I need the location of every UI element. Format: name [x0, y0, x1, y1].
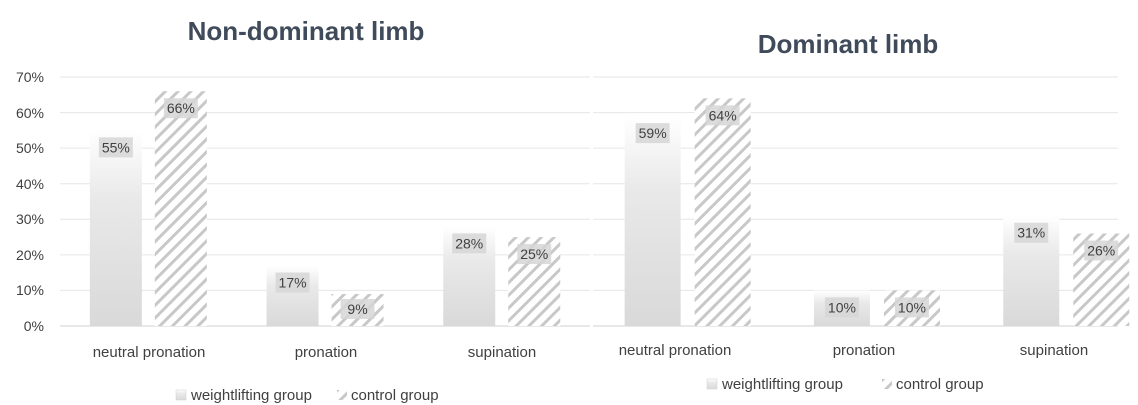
data-label-box [517, 244, 552, 265]
x-category-label: pronation [295, 344, 358, 361]
data-label-box [275, 272, 310, 293]
legend-swatch-control [337, 390, 347, 400]
chart-title: Non-dominant limb [188, 16, 425, 46]
legend: weightlifting group control group [175, 387, 439, 404]
bar-control [694, 98, 751, 326]
y-tick-label: 50% [16, 140, 44, 156]
data-label: 17% [279, 275, 307, 291]
data-label-box [340, 299, 375, 319]
legend-label: weightlifting group [190, 387, 312, 404]
x-category-label: supination [468, 344, 536, 361]
y-tick-label: 20% [16, 247, 44, 263]
y-tick-label: 40% [16, 176, 44, 192]
y-axis-ticks: 0% 10% 20% 30% 40% 50% 60% 70% [16, 69, 44, 334]
x-category-label: pronation [833, 342, 896, 359]
y-tick-label: 10% [16, 282, 44, 298]
data-label: 10% [898, 299, 926, 315]
legend-label: weightlifting group [721, 376, 843, 393]
y-tick-label: 0% [24, 318, 44, 334]
data-label-box [98, 137, 133, 158]
legend-swatch-weightlifting [706, 378, 718, 390]
bar-weightlifting [624, 116, 681, 326]
data-label: 26% [1087, 243, 1115, 259]
data-label: 25% [520, 246, 548, 262]
data-label: 31% [1017, 225, 1045, 241]
data-label-box [1084, 240, 1119, 261]
data-label: 64% [709, 107, 737, 123]
data-label-box [705, 105, 740, 126]
data-label: 28% [455, 235, 483, 251]
chart-non-dominant-limb: Non-dominant limb 0% 10% 20% 30% 40% 50%… [16, 16, 590, 404]
y-tick-label: 60% [16, 105, 44, 121]
chart-dominant-limb: Dominant limb 59% 64% 10% 10% 31% 26% neutral… [593, 29, 1130, 393]
data-label: 66% [167, 100, 195, 116]
data-label: 9% [347, 301, 367, 317]
data-label-box [824, 297, 859, 318]
legend-label: control group [896, 376, 984, 393]
data-label-box [894, 297, 929, 318]
data-label: 59% [639, 125, 667, 141]
y-tick-label: 70% [16, 69, 44, 85]
bar-weightlifting [89, 130, 142, 326]
x-category-label: supination [1020, 342, 1088, 359]
data-label-box [1014, 222, 1049, 243]
data-label-box [635, 123, 670, 144]
legend-label: control group [351, 387, 439, 404]
data-label-box [452, 233, 487, 254]
data-label: 55% [102, 139, 130, 155]
y-tick-label: 30% [16, 211, 44, 227]
data-label-box [163, 98, 198, 119]
x-category-label: neutral pronation [619, 342, 732, 359]
bar-control [154, 91, 207, 326]
legend-swatch-weightlifting [175, 389, 187, 401]
legend: weightlifting group control group [706, 376, 984, 393]
x-category-label: neutral pronation [93, 344, 206, 361]
data-label: 10% [828, 299, 856, 315]
legend-swatch-control [882, 379, 892, 389]
chart-title: Dominant limb [758, 29, 939, 59]
